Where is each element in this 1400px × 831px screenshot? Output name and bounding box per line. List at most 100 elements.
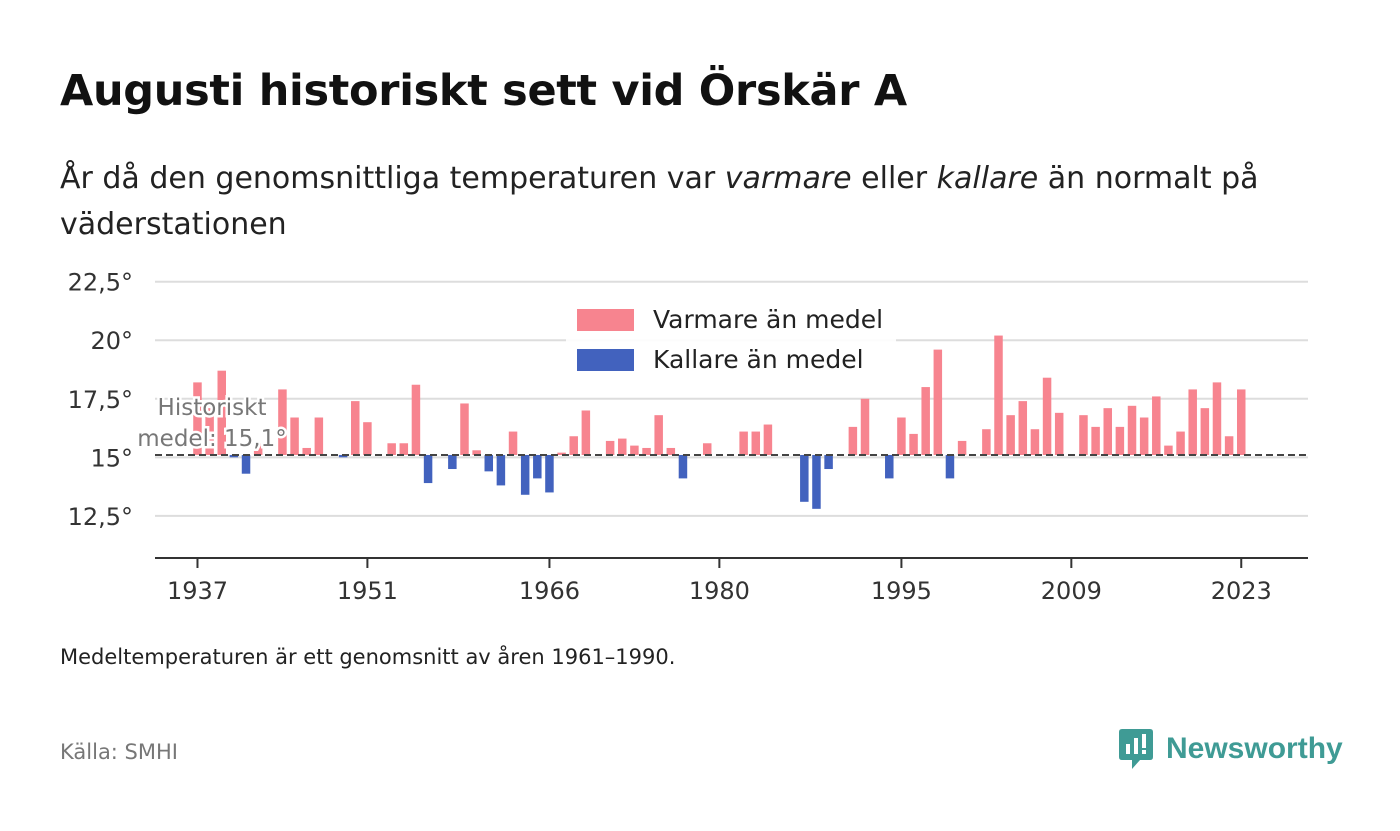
bar-cold xyxy=(484,454,494,472)
bar-warm xyxy=(618,438,627,455)
bar-warm xyxy=(921,387,930,455)
x-axis-ticks: 1937 1951 1966 1980 1995 2009 2023 xyxy=(167,558,1272,605)
bar-warm xyxy=(1054,412,1064,455)
bar-warm xyxy=(1115,426,1125,455)
bar-warm xyxy=(1212,382,1222,455)
bar-warm xyxy=(1152,396,1161,455)
x-tick-label: 2009 xyxy=(1041,577,1102,605)
y-tick-label: 17,5° xyxy=(68,386,133,414)
x-tick-label: 1995 xyxy=(871,577,932,605)
chart-title: Augusti historiskt sett vid Örskär A xyxy=(60,66,907,116)
bar-warm xyxy=(666,447,676,455)
bar-warm xyxy=(739,431,748,455)
legend-swatch-warm xyxy=(577,309,634,331)
grid-lines xyxy=(155,280,1308,517)
bar-cold xyxy=(533,454,542,479)
x-tick-label: 1980 xyxy=(689,577,750,605)
bar-warm xyxy=(1030,429,1040,455)
chart-subtitle: År då den genomsnittliga temperaturen va… xyxy=(60,156,1300,248)
bar-warm xyxy=(399,443,409,455)
bar-cold xyxy=(338,454,348,458)
bar-warm xyxy=(205,408,214,455)
bar-warm xyxy=(1188,389,1197,455)
bar-warm xyxy=(1018,401,1028,455)
bar-warm xyxy=(387,443,396,455)
bar-warm xyxy=(1224,436,1234,455)
bar-warm xyxy=(763,424,773,455)
bar-warm xyxy=(982,429,991,455)
brand-logo[interactable]: Newsworthy xyxy=(1118,726,1343,772)
bar-warm xyxy=(1091,426,1100,455)
bar-cold xyxy=(885,454,894,479)
x-tick-label: 1937 xyxy=(167,577,228,605)
bar-warm xyxy=(302,447,311,455)
bar-warm xyxy=(897,417,906,455)
bar-warm xyxy=(1127,405,1137,455)
bar-warm xyxy=(994,335,1003,455)
bar-cold xyxy=(520,454,530,495)
bar-warm xyxy=(860,398,870,455)
bar-warm xyxy=(290,417,299,455)
bar-warm xyxy=(557,452,566,455)
bar-warm xyxy=(253,443,263,455)
bar-warm xyxy=(363,422,372,455)
bar-cold xyxy=(496,454,506,486)
subtitle-warm-word: varmare xyxy=(724,161,852,196)
bars xyxy=(193,335,1246,509)
temperature-bar-chart: 12,5° 15° 17,5° 20° 22,5° Historiskt medel: … xyxy=(68,270,1308,605)
subtitle-part-3: än normalt på väderstationen xyxy=(60,161,1259,242)
legend-swatch-cold xyxy=(577,349,634,371)
bar-warm xyxy=(642,447,651,455)
bar-warm xyxy=(314,417,324,455)
bar-warm xyxy=(654,415,663,455)
bar-cold xyxy=(678,454,688,479)
bar-warm xyxy=(605,440,615,455)
bar-cold xyxy=(545,454,554,493)
bar-warm xyxy=(1006,415,1015,455)
x-tick-label: 1966 xyxy=(519,577,580,605)
bar-warm xyxy=(933,349,943,455)
bar-warm xyxy=(957,440,967,455)
legend: Varmare än medel Kallare än medel xyxy=(566,296,896,381)
bar-warm xyxy=(278,389,287,455)
bar-warm xyxy=(1176,431,1185,455)
x-tick-label: 2023 xyxy=(1211,577,1272,605)
baseline-label-line-1: Historiskt xyxy=(158,395,267,421)
bar-warm xyxy=(351,401,360,455)
brand-name: Newsworthy xyxy=(1166,732,1343,765)
y-tick-label: 15° xyxy=(90,444,133,472)
baseline-label: Historiskt medel: 15,1° xyxy=(135,393,289,455)
bar-warm xyxy=(472,450,481,455)
bar-cold xyxy=(448,454,457,470)
bar-warm xyxy=(193,382,202,455)
y-axis-tick-labels: 12,5° 15° 17,5° 20° 22,5° xyxy=(68,270,133,531)
bar-warm xyxy=(569,436,578,455)
x-tick-label: 1951 xyxy=(337,577,398,605)
bar-warm xyxy=(1103,408,1112,455)
bar-warm xyxy=(581,410,591,455)
bar-cold xyxy=(423,454,433,484)
y-tick-label: 20° xyxy=(90,327,133,355)
bar-cold xyxy=(241,454,251,474)
baseline-label-line-2: medel: 15,1° xyxy=(137,426,286,452)
bar-warm xyxy=(1139,417,1149,455)
bar-cold xyxy=(824,454,833,470)
bar-warm xyxy=(702,443,712,455)
bar-cold xyxy=(812,454,821,509)
bar-warm xyxy=(751,431,761,455)
bar-warm xyxy=(217,370,227,455)
y-tick-label: 22,5° xyxy=(68,270,133,297)
y-tick-label: 12,5° xyxy=(68,503,133,531)
subtitle-cold-word: kallare xyxy=(936,161,1039,196)
subtitle-part-1: År då den genomsnittliga temperaturen va… xyxy=(60,161,725,196)
bar-cold xyxy=(945,454,955,479)
bar-warm xyxy=(630,445,639,455)
bar-warm xyxy=(848,426,858,455)
bar-warm xyxy=(1079,415,1088,455)
subtitle-part-2: eller xyxy=(851,161,937,196)
source-label: Källa: SMHI xyxy=(60,740,178,764)
newsworthy-logo-icon xyxy=(1119,729,1153,769)
bar-warm xyxy=(1200,408,1210,455)
bar-warm xyxy=(460,403,469,455)
legend-label-cold: Kallare än medel xyxy=(653,345,864,374)
